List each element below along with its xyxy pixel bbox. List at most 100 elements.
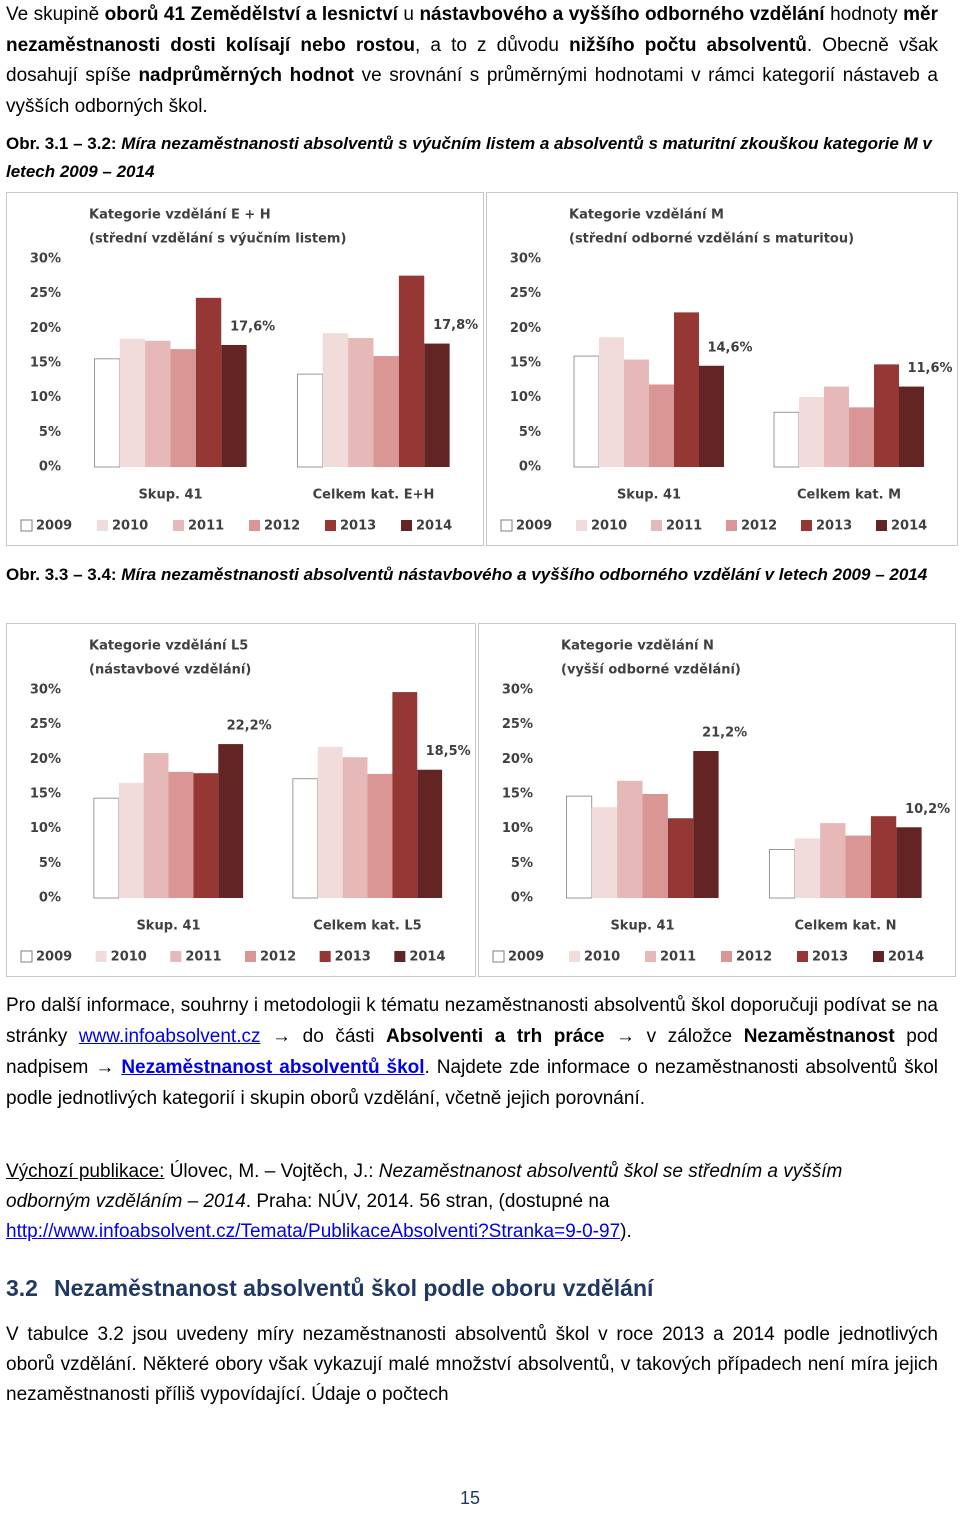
legend-swatch [645, 951, 656, 962]
legend-swatch [97, 520, 108, 531]
legend-swatch [170, 951, 182, 962]
data-label: 22,2% [227, 719, 272, 734]
x-tick-label: Celkem kat. E+H [313, 488, 435, 503]
bar [642, 794, 668, 898]
y-tick-label: 10% [502, 821, 533, 836]
legend-swatch [797, 951, 808, 962]
legend-swatch [873, 951, 884, 962]
bar [699, 365, 724, 467]
x-tick-label: Celkem kat. L5 [313, 919, 421, 934]
bar [296, 373, 324, 468]
bar [794, 838, 821, 898]
chart: Kategorie vzdělání L5 (nástavbové vzdělán… [20, 639, 471, 965]
y-tick-label: 15% [510, 356, 541, 371]
legend-label: 2014 [891, 519, 927, 534]
y-tick-label: 5% [519, 425, 541, 440]
link[interactable]: http://www.infoabsolvent.cz/Temata/Publi… [6, 1221, 621, 1242]
chart-subtitle: (střední odborné vzdělání s maturitou) [569, 232, 854, 247]
bar [896, 827, 922, 898]
legend-label: 2013 [335, 950, 371, 965]
legend-label: 2011 [188, 519, 224, 534]
y-tick-label: 20% [502, 752, 533, 767]
caption-text: Míra nezaměstnanosti absolventů nástavbo… [121, 565, 928, 584]
bar [143, 753, 169, 898]
bar [317, 746, 343, 898]
chart-subtitle: (střední vzdělání s výučním listem) [89, 232, 346, 247]
chart-box: Kategorie vzdělání L5 (nástavbové vzdělán… [6, 623, 476, 977]
bar [565, 795, 593, 899]
bar [874, 364, 899, 467]
text-run: ). [620, 1221, 632, 1242]
legend-label: 2011 [185, 950, 221, 965]
data-label: 18,5% [426, 744, 471, 759]
y-tick-label: 15% [30, 356, 61, 371]
bar [93, 797, 120, 899]
y-tick-label: 0% [39, 460, 61, 475]
legend-label: 2013 [812, 950, 848, 965]
x-tick-label: Celkem kat. N [795, 919, 897, 934]
legend-label: 2013 [816, 519, 852, 534]
x-tick-label: Skup. 41 [610, 919, 674, 934]
legend-label: 2014 [888, 950, 924, 965]
bar [145, 340, 171, 467]
bar [693, 751, 719, 898]
caption-label: Obr. 3.3 – 3.4: [6, 565, 117, 584]
bar [168, 771, 194, 898]
bar [417, 769, 443, 898]
text-run: . Praha: NÚV, 2014. 56 stran, (dostupné … [245, 1191, 610, 1212]
caption-text: Míra nezaměstnanosti absolventů s výuční… [6, 134, 932, 181]
legend-swatch [319, 951, 331, 962]
legend-label: 2012 [736, 950, 772, 965]
legend-swatch [500, 519, 513, 532]
heading-text: Nezaměstnanost absolventů škol podle obo… [53, 1275, 654, 1301]
bar [93, 358, 121, 468]
bar [820, 823, 846, 898]
info-paragraph: Pro další informace, souhrny i metodolog… [6, 990, 938, 1114]
page-number: 15 [459, 1488, 481, 1508]
bar [591, 807, 618, 898]
y-tick-label: 20% [30, 752, 61, 767]
bar [667, 818, 694, 898]
legend-label: 2011 [666, 519, 702, 534]
y-tick-label: 5% [511, 856, 533, 871]
y-tick-label: 25% [502, 717, 533, 732]
legend-swatch [20, 950, 33, 963]
data-label: 17,8% [433, 318, 478, 333]
x-tick-label: Skup. 41 [136, 919, 200, 934]
data-label: 17,6% [230, 319, 275, 334]
y-tick-label: 25% [30, 717, 61, 732]
text-run: pod nadpisem → [6, 1026, 938, 1078]
y-tick-label: 0% [39, 891, 61, 906]
legend-swatch [721, 951, 732, 962]
chart: Kategorie vzdělání N (vyšší odborné vzděl… [492, 639, 950, 965]
legend-swatch [173, 520, 184, 531]
heading-number: 3.2 [6, 1275, 38, 1301]
legend-label: 2009 [36, 950, 72, 965]
data-label: 21,2% [702, 726, 747, 741]
link[interactable]: Nezaměstnanost absolventů škol [121, 1057, 425, 1078]
y-tick-label: 0% [519, 460, 541, 475]
y-tick-label: 30% [502, 683, 533, 698]
figure-caption: Obr. 3.3 – 3.4: Míra nezaměstnanosti abs… [6, 561, 938, 589]
link[interactable]: www.infoabsolvent.cz [78, 1026, 261, 1047]
chart-title: Kategorie vzdělání L5 [89, 639, 248, 654]
bar [624, 359, 649, 467]
text-run: nástavbového a vyššího odborného vzdělán… [419, 4, 825, 25]
legend-label: 2012 [260, 950, 296, 965]
bar [674, 312, 699, 467]
bar [573, 355, 600, 468]
figure-caption: Obr. 3.1 – 3.2: Míra nezaměstnanosti abs… [6, 130, 938, 186]
data-label: 14,6% [707, 340, 752, 355]
chart-box: Kategorie vzdělání M (střední odborné vzd… [486, 192, 958, 546]
chart: Kategorie vzdělání E + H (střední vzdělán… [20, 208, 478, 534]
chart: Kategorie vzdělání M (střední odborné vzd… [500, 208, 953, 534]
bar [799, 396, 824, 467]
y-tick-label: 30% [510, 252, 541, 267]
chart-title: Kategorie vzdělání E + H [89, 208, 271, 223]
bar [348, 338, 374, 467]
y-tick-label: 30% [30, 683, 61, 698]
bar [849, 407, 874, 467]
bar [768, 849, 796, 899]
bar [617, 780, 643, 898]
y-tick-label: 20% [510, 321, 541, 336]
